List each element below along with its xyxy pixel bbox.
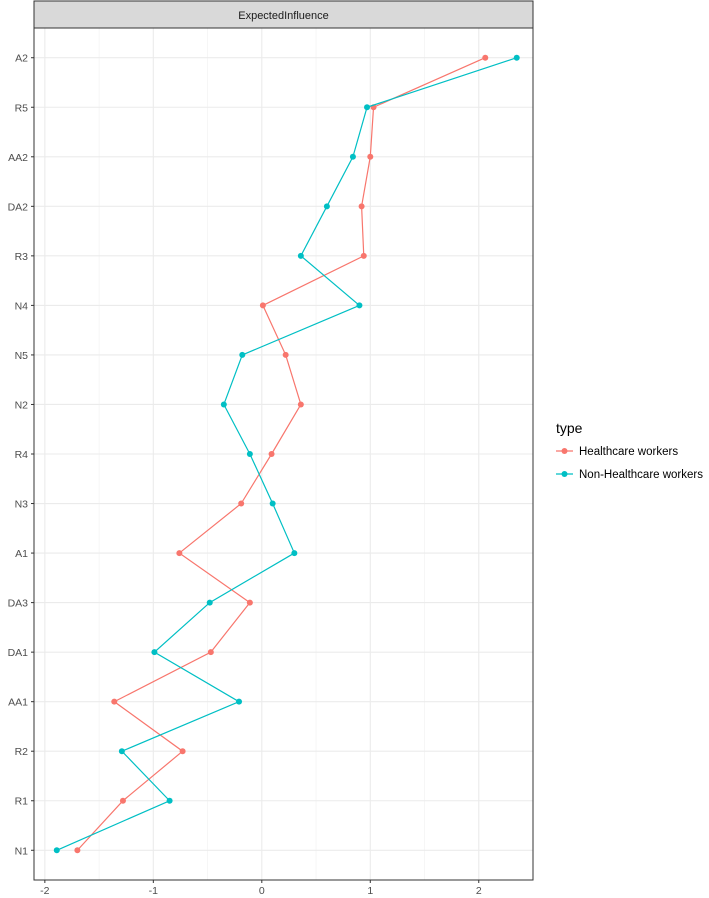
- y-tick-label: AA2: [8, 152, 28, 164]
- point-healthcare-workers: [259, 302, 266, 309]
- point-non-healthcare-workers: [206, 599, 213, 606]
- x-tick-label: 0: [259, 885, 265, 897]
- y-tick-label: R3: [15, 251, 29, 263]
- point-non-healthcare-workers: [513, 54, 520, 61]
- y-tick-label: R5: [15, 102, 29, 114]
- major-gridlines: [34, 28, 533, 880]
- point-healthcare-workers: [176, 550, 183, 557]
- x-tick-label: 2: [476, 885, 482, 897]
- point-healthcare-workers: [238, 500, 245, 507]
- y-tick-label: N1: [15, 845, 29, 857]
- point-healthcare-workers: [179, 748, 186, 755]
- point-healthcare-workers: [282, 351, 289, 358]
- x-tick-label: -2: [40, 885, 49, 897]
- facet-strip-label: ExpectedInfluence: [238, 10, 329, 22]
- point-healthcare-workers: [111, 698, 118, 705]
- point-healthcare-workers: [268, 451, 275, 457]
- point-healthcare-workers: [367, 153, 374, 160]
- point-healthcare-workers: [119, 797, 126, 804]
- y-tick-label: N3: [15, 499, 29, 511]
- point-non-healthcare-workers: [297, 252, 304, 259]
- point-healthcare-workers: [207, 649, 214, 656]
- point-non-healthcare-workers: [364, 104, 371, 111]
- y-tick-label: DA3: [8, 598, 29, 610]
- point-healthcare-workers: [74, 847, 81, 854]
- y-tick-label: AA1: [8, 697, 28, 709]
- point-non-healthcare-workers: [246, 451, 253, 457]
- y-tick-label: A2: [15, 53, 28, 65]
- point-non-healthcare-workers: [323, 203, 330, 210]
- point-non-healthcare-workers: [239, 351, 246, 358]
- x-tick-label: -1: [149, 885, 158, 897]
- y-tick-label: DA2: [8, 201, 29, 213]
- point-non-healthcare-workers: [236, 698, 243, 705]
- point-non-healthcare-workers: [269, 500, 276, 507]
- y-tick-label: R4: [15, 449, 29, 461]
- point-healthcare-workers: [358, 203, 365, 210]
- x-tick-label: 1: [367, 885, 373, 897]
- legend-key-point: [561, 471, 568, 477]
- legend-item-healthcare-workers: Healthcare workers: [556, 446, 678, 458]
- point-non-healthcare-workers: [166, 797, 173, 804]
- facet-strip: [33, 0, 534, 29]
- legend-title: type: [556, 420, 583, 436]
- point-non-healthcare-workers: [349, 153, 356, 160]
- y-tick-label: N5: [15, 350, 29, 362]
- legend-label: Healthcare workers: [579, 446, 678, 458]
- point-healthcare-workers: [297, 401, 304, 408]
- point-healthcare-workers: [360, 252, 367, 259]
- point-non-healthcare-workers: [118, 748, 125, 755]
- legend-item-non-healthcare-workers: Non-Healthcare workers: [556, 469, 703, 481]
- legend-key-point: [561, 448, 568, 454]
- legend-label: Non-Healthcare workers: [579, 469, 703, 481]
- y-tick-label: N4: [15, 300, 29, 312]
- point-non-healthcare-workers: [53, 847, 60, 854]
- y-tick-label: A1: [15, 548, 28, 560]
- y-tick-label: DA1: [8, 647, 29, 659]
- y-tick-label: R2: [15, 746, 29, 758]
- point-healthcare-workers: [482, 54, 489, 61]
- point-non-healthcare-workers: [356, 302, 363, 309]
- legend: type Healthcare workers Non-Healthcare wo…: [556, 420, 703, 481]
- y-tick-label: R1: [15, 796, 29, 808]
- point-non-healthcare-workers: [291, 550, 298, 557]
- y-axis: N1 R1 R2 AA1 DA1 DA3 A1 N3 R4 N2 N5 N4 R3 DA2 AA2 R5 A2: [8, 53, 34, 857]
- series-layer: [53, 54, 520, 854]
- x-axis: -2 -1 0 1 2: [40, 880, 482, 897]
- y-tick-label: N2: [15, 399, 29, 411]
- point-non-healthcare-workers: [220, 401, 227, 408]
- point-non-healthcare-workers: [151, 649, 158, 656]
- point-healthcare-workers: [246, 599, 253, 606]
